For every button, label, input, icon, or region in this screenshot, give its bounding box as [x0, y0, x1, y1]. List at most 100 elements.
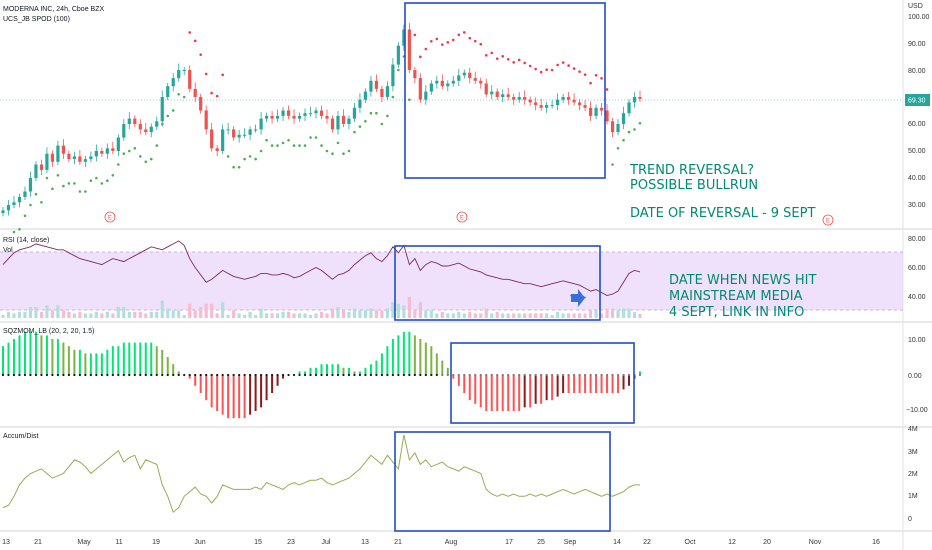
spod-dot [12, 230, 16, 234]
price-axis[interactable]: 100.00 90.00 80.00 60.00 50.00 40.00 30.… [908, 14, 930, 209]
candle-body [259, 118, 263, 130]
candle-body [347, 118, 351, 124]
earnings-marker[interactable]: E [456, 211, 468, 223]
squeeze-dot [106, 373, 109, 377]
candle-body [100, 151, 104, 154]
rsi-label[interactable]: RSI (14, close) [3, 237, 49, 244]
candle-body [380, 88, 384, 97]
volume-bar [539, 313, 543, 318]
time-axis[interactable]: 13 21 May 11 19 Jun 15 23 Jul 13 21 Aug 17 25 Sep 14 22 O… [2, 539, 880, 546]
highlight-box-accum-dist [394, 431, 611, 532]
earnings-marker[interactable]: E [822, 214, 834, 226]
squeeze-label[interactable]: SQZMOM_LB (20, 2, 20, 1.5) [3, 328, 94, 335]
spod-dot [528, 64, 532, 68]
spod-dot [62, 184, 65, 188]
candle-body [138, 124, 142, 130]
spod-indicator-label[interactable]: UCS_JB SPOD (100) [3, 16, 70, 23]
volume-bar [17, 311, 22, 318]
ad-tick: 0 [908, 516, 912, 523]
candle-body [336, 115, 340, 130]
candle-body [149, 126, 153, 133]
volume-bar [127, 311, 131, 318]
candle-body [561, 97, 565, 100]
squeeze-dot [111, 373, 114, 377]
candle-body [111, 148, 115, 151]
volume-bar [210, 303, 214, 318]
accum-dist-label[interactable]: Accum/Dist [3, 433, 38, 440]
spod-dot [358, 125, 362, 128]
candle-body [330, 118, 335, 130]
spod-dot [441, 43, 444, 46]
squeeze-dot [221, 373, 224, 377]
volume-bar [182, 315, 186, 318]
candle-body [588, 107, 593, 116]
volume-bar [435, 313, 439, 318]
candle-body [78, 156, 82, 162]
squeeze-dot [259, 373, 263, 377]
volume-bar [89, 313, 93, 318]
volume-bar [605, 308, 609, 318]
squeeze-dot [364, 373, 367, 377]
candle-body [374, 80, 379, 89]
spod-dot [391, 95, 395, 99]
candle-body [528, 99, 532, 103]
squeeze-dot [479, 373, 482, 377]
candle-body [270, 115, 274, 119]
candle-body [325, 115, 329, 119]
spod-dot [144, 160, 148, 164]
volume-bar [232, 310, 236, 318]
spod-dot [40, 201, 43, 204]
spod-dot [166, 114, 170, 118]
squeeze-dot [529, 373, 532, 377]
spod-dot [298, 144, 301, 147]
spod-dot [149, 157, 153, 161]
candlestick-series [1, 23, 642, 217]
candle-body [39, 164, 44, 170]
squeeze-dot [51, 373, 54, 377]
vol-label[interactable]: Vol [3, 247, 13, 254]
candle-body [523, 97, 527, 100]
squeeze-dot [67, 373, 70, 377]
squeeze-dot [276, 373, 279, 377]
volume-bar [45, 305, 49, 318]
spod-dot [177, 93, 181, 96]
spod-dot [561, 61, 565, 64]
spod-dot [490, 51, 494, 55]
squeeze-dot [243, 373, 246, 377]
spod-dot [51, 187, 54, 191]
spod-dot [254, 157, 257, 161]
candle-body [45, 153, 49, 170]
squeeze-dot [375, 373, 378, 377]
volume-bar [418, 302, 422, 318]
volume-bar [440, 311, 444, 318]
candle-body [457, 75, 461, 81]
candle-body [610, 121, 615, 133]
spod-dot [495, 57, 499, 60]
squeeze-dot [100, 373, 103, 377]
volume-bar [341, 310, 346, 318]
volume-bar [468, 311, 472, 318]
time-tick: 23 [287, 539, 295, 546]
spod-dot [111, 174, 115, 177]
rsi-tick: 80.00 [908, 236, 926, 243]
volume-bar [599, 313, 604, 318]
squeeze-dot [62, 373, 65, 377]
spod-dot [314, 136, 318, 139]
candle-body [215, 148, 219, 151]
volume-bar [588, 310, 593, 318]
volume-bar [270, 313, 274, 318]
candle-body [281, 110, 285, 116]
candle-body [424, 91, 428, 100]
squeeze-dot [117, 373, 120, 377]
earnings-marker[interactable]: E [104, 211, 116, 223]
squeeze-dot [523, 373, 526, 377]
volume-bar [495, 311, 499, 318]
squeeze-dot [309, 373, 312, 377]
volume-bar [358, 310, 362, 318]
candle-body [352, 107, 357, 119]
candle-body [188, 70, 192, 89]
squeeze-dot [468, 373, 471, 377]
squeeze-dot [490, 373, 493, 377]
spod-dot [292, 144, 296, 147]
